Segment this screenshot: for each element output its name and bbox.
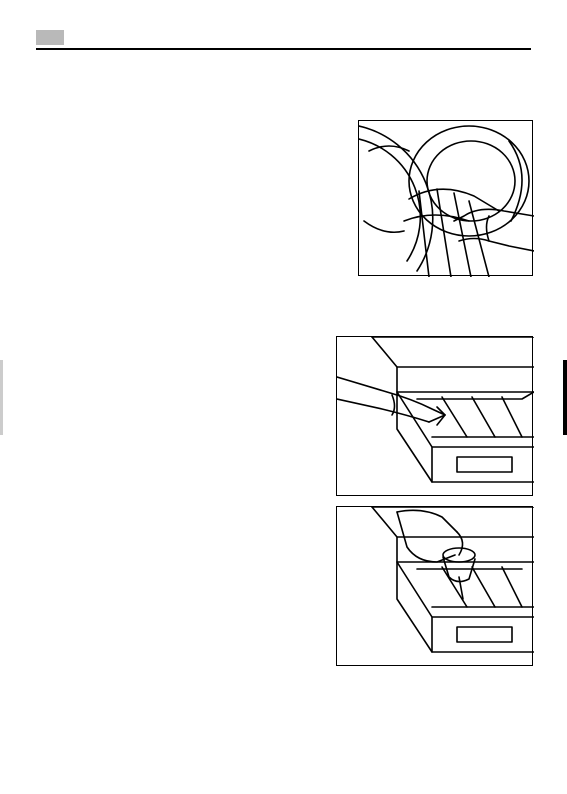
header-tab — [36, 30, 64, 45]
illustration-drawer-release — [336, 336, 533, 496]
side-tab-left — [0, 360, 3, 435]
header-rule — [36, 48, 531, 50]
side-tab-right — [563, 360, 567, 435]
illustration-pour-detergent — [336, 506, 533, 666]
illustration-loading-laundry — [358, 120, 533, 276]
page-header — [36, 30, 531, 50]
